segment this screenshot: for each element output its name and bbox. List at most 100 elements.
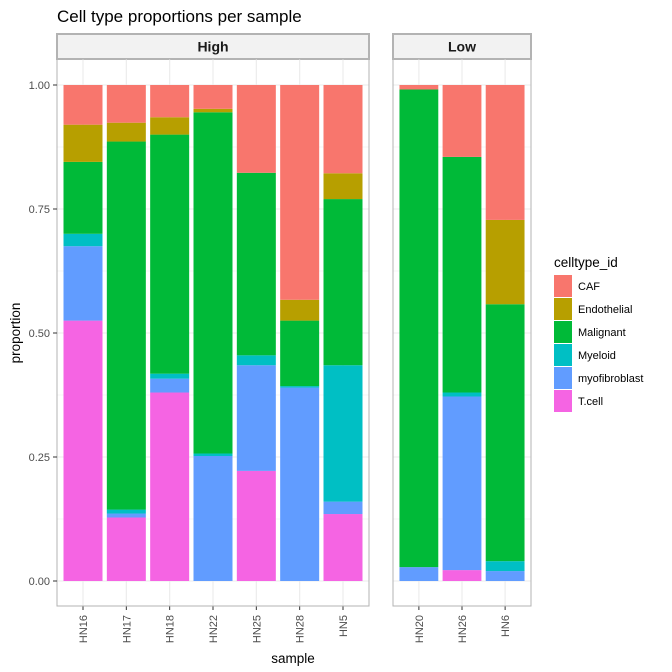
bar-segment-myofibroblast	[323, 501, 363, 515]
bar-segment-caf	[323, 85, 363, 174]
legend-label: Malignant	[578, 327, 626, 339]
y-tick-label: 0.75	[29, 204, 50, 216]
legend-label: Endothelial	[578, 304, 632, 316]
chart-title: Cell type proportions per sample	[57, 7, 302, 26]
bar-segment-t-cell	[236, 470, 276, 581]
bar-segment-endothelial	[323, 173, 363, 200]
bar-segment-myeloid	[63, 233, 103, 247]
facet-strip-label: Low	[448, 39, 476, 55]
bar-segment-endothelial	[150, 117, 190, 135]
bar-segment-malignant	[150, 134, 190, 374]
bar-segment-caf	[236, 85, 276, 173]
bar-segment-caf	[280, 85, 320, 300]
bar-segment-myofibroblast	[280, 387, 320, 581]
legend-title: celltype_id	[554, 255, 618, 270]
bar-segment-myeloid	[193, 453, 233, 457]
bar-HN20	[399, 85, 439, 581]
legend-item: Malignant	[554, 321, 626, 343]
bar-segment-endothelial	[193, 108, 233, 113]
bar-HN16	[63, 85, 103, 581]
x-tick-label: HN17	[121, 615, 133, 643]
facet-panel-low: Low HN20 HN26 HN6	[392, 33, 532, 643]
bar-segment-caf	[150, 85, 190, 118]
bar-segment-caf	[399, 85, 439, 90]
x-tick-label: HN6	[500, 615, 512, 637]
bar-segment-myofibroblast	[63, 246, 103, 321]
x-tick-label: HN22	[208, 615, 220, 643]
x-tick-label: HN20	[414, 615, 426, 643]
bar-segment-myofibroblast	[106, 513, 146, 518]
bar-segment-t-cell	[323, 514, 363, 581]
bar-segment-caf	[485, 85, 525, 220]
bar-segment-myofibroblast	[399, 567, 439, 581]
y-tick-label: 0.50	[29, 328, 50, 340]
bar-segment-myeloid	[150, 373, 190, 379]
bar-segment-t-cell	[442, 570, 482, 581]
bar-segment-myofibroblast	[485, 571, 525, 581]
bar-HN25	[236, 85, 276, 581]
legend-swatch	[554, 344, 572, 366]
bar-segment-caf	[63, 85, 103, 125]
bar-segment-malignant	[106, 141, 146, 510]
bar-HN26	[442, 85, 482, 581]
legend-swatch	[554, 390, 572, 412]
bar-segment-myeloid	[280, 386, 320, 388]
x-tick-label: HN28	[295, 615, 307, 643]
panels: High HN16 HN17 HN18 HN22 HN25 HN28 HN5 Low HN20 HN…	[56, 33, 532, 643]
bar-segment-malignant	[280, 320, 320, 387]
facet-strip	[392, 33, 532, 60]
bar-segment-caf	[442, 85, 482, 157]
bar-segment-caf	[106, 85, 146, 123]
legend-label: Myeloid	[578, 350, 616, 362]
legend-label: myofibroblast	[578, 373, 643, 385]
legend-swatch	[554, 321, 572, 343]
y-axis: 0.00 0.25 0.50 0.75 1.00	[29, 80, 57, 588]
bar-segment-myeloid	[485, 561, 525, 572]
bar-segment-t-cell	[63, 320, 103, 581]
bar-segment-malignant	[485, 304, 525, 562]
bar-segment-malignant	[193, 112, 233, 454]
bar-segment-malignant	[323, 199, 363, 366]
x-tick-label: HN26	[457, 615, 469, 643]
bar-segment-caf	[193, 85, 233, 109]
bar-segment-myeloid	[236, 355, 276, 366]
x-axis-title: sample	[271, 651, 315, 666]
y-axis-title: proportion	[8, 303, 23, 364]
bar-segment-t-cell	[150, 392, 190, 581]
bar-segment-endothelial	[485, 219, 525, 305]
facet-panel-high: High HN16 HN17 HN18 HN22 HN25 HN28 HN5	[56, 33, 370, 643]
legend-swatch	[554, 275, 572, 297]
bar-segment-malignant	[399, 89, 439, 568]
legend-swatch	[554, 367, 572, 389]
bar-HN28	[280, 85, 320, 581]
bar-segment-myofibroblast	[442, 396, 482, 571]
bar-segment-myofibroblast	[150, 378, 190, 393]
bar-segment-endothelial	[280, 299, 320, 321]
bar-segment-t-cell	[106, 517, 146, 581]
legend-item: Endothelial	[554, 298, 632, 320]
bar-segment-myofibroblast	[193, 456, 233, 581]
facet-strip-label: High	[197, 39, 228, 55]
legend-swatch	[554, 298, 572, 320]
x-tick-label: HN16	[78, 615, 90, 643]
bar-segment-endothelial	[106, 122, 146, 142]
bar-segment-myeloid	[442, 392, 482, 397]
y-tick-label: 0.25	[29, 452, 50, 464]
y-tick-label: 1.00	[29, 80, 50, 92]
bar-segment-myofibroblast	[236, 365, 276, 471]
legend-item: CAF	[554, 275, 600, 297]
x-tick-label: HN5	[338, 615, 350, 637]
legend-item: myofibroblast	[554, 367, 643, 389]
x-tick-label: HN18	[165, 615, 177, 643]
bar-segment-malignant	[63, 161, 103, 234]
panel-border	[392, 58, 532, 607]
bar-HN18	[150, 85, 190, 581]
bar-segment-myeloid	[323, 365, 363, 502]
bar-segment-myeloid	[106, 509, 146, 514]
legend-item: Myeloid	[554, 344, 616, 366]
bar-HN22	[193, 85, 233, 581]
y-tick-label: 0.00	[29, 576, 50, 588]
legend-label: T.cell	[578, 396, 603, 408]
x-tick-label: HN25	[251, 615, 263, 643]
